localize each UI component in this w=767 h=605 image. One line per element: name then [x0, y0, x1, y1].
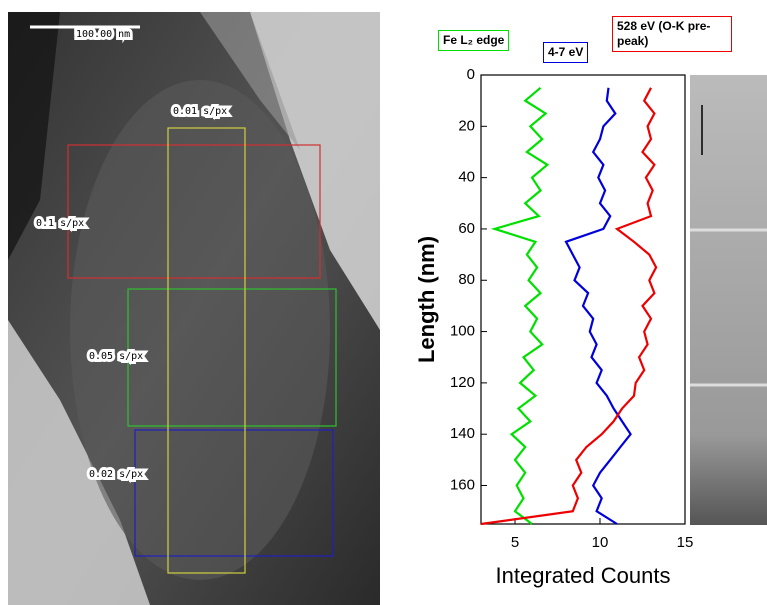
region-label: 0.05 s/px [89, 351, 143, 362]
y-tick-label: 100 [450, 323, 475, 340]
plot-frame [480, 74, 686, 525]
y-tick-label: 80 [458, 271, 475, 288]
micrograph [8, 12, 380, 605]
x-tick-label: 15 [677, 534, 694, 551]
profile-line [480, 87, 658, 526]
y-tick-label: 40 [458, 169, 475, 186]
legend-entry: 4-7 eV [543, 42, 589, 63]
scale-bar-label: 100.00 nm [76, 29, 130, 40]
profile-line [564, 87, 632, 525]
y-tick-label: 120 [450, 374, 475, 391]
x-tick-label: 5 [511, 534, 519, 551]
region-label: 0.02 s/px [89, 469, 143, 480]
y-tick-label: 0 [467, 66, 475, 83]
profile-line [490, 86, 550, 525]
tem-strip [690, 75, 767, 525]
region-label: 0.1 s/px [36, 218, 84, 229]
legend-entry: Fe L₂ edge [438, 30, 510, 51]
x-tick-label: 10 [592, 534, 609, 551]
y-tick-label: 160 [450, 476, 475, 493]
y-tick-label: 140 [450, 425, 475, 442]
x-axis-label: Integrated Counts [496, 563, 671, 588]
y-tick-label: 20 [458, 117, 475, 134]
y-tick-label: 60 [458, 220, 475, 237]
region-label: 0.01 s/px [173, 106, 227, 117]
y-axis-label: Length (nm) [414, 236, 439, 363]
legend-entry: 528 eV (O-K pre-peak) [612, 16, 732, 52]
